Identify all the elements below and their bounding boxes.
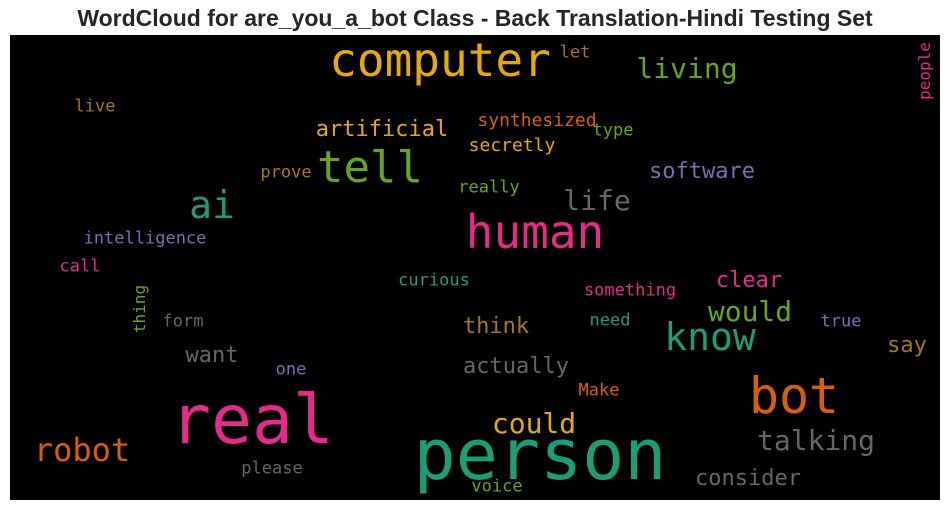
word-something: something bbox=[583, 280, 677, 301]
word-say: say bbox=[887, 333, 927, 358]
word-would: would bbox=[707, 295, 793, 328]
word-artificial: artificial bbox=[315, 117, 449, 142]
word-really: really bbox=[458, 177, 520, 198]
word-know: know bbox=[664, 315, 756, 359]
word-one: one bbox=[275, 359, 307, 380]
word-type: type bbox=[592, 120, 634, 141]
word-tell: tell bbox=[317, 142, 423, 193]
word-consider: consider bbox=[695, 466, 801, 491]
word-could: could bbox=[491, 407, 577, 440]
word-need: need bbox=[589, 310, 631, 331]
word-call: call bbox=[59, 256, 101, 277]
word-thing: thing bbox=[130, 284, 149, 334]
word-computer: computer bbox=[329, 33, 551, 87]
chart-title: WordCloud for are_you_a_bot Class - Back… bbox=[77, 5, 873, 31]
word-actually: actually bbox=[463, 354, 569, 379]
word-software: software bbox=[649, 159, 755, 184]
word-voice: voice bbox=[471, 476, 523, 497]
word-bot: bot bbox=[748, 367, 840, 425]
word-ai: ai bbox=[189, 183, 235, 227]
word-clear: clear bbox=[715, 268, 783, 293]
word-living: living bbox=[636, 52, 738, 85]
word-make: Make bbox=[578, 380, 620, 401]
word-please: please bbox=[241, 458, 303, 479]
word-form: form bbox=[162, 311, 204, 332]
word-human: human bbox=[465, 205, 605, 259]
word-people: people bbox=[915, 42, 934, 100]
word-let: let bbox=[559, 42, 591, 63]
word-curious: curious bbox=[398, 270, 470, 291]
word-want: want bbox=[185, 343, 239, 368]
word-true: true bbox=[820, 311, 862, 332]
word-robot: robot bbox=[33, 431, 131, 469]
word-life: life bbox=[563, 184, 631, 217]
word-real: real bbox=[170, 381, 334, 460]
word-prove: prove bbox=[260, 162, 312, 183]
word-talking: talking bbox=[756, 424, 876, 457]
wordcloud-canvas: person real computer human bot tell know ai robo… bbox=[10, 35, 940, 500]
word-person: person bbox=[413, 414, 667, 496]
word-synthesized: synthesized bbox=[477, 110, 597, 131]
word-think: think bbox=[462, 314, 530, 339]
word-intelligence: intelligence bbox=[83, 228, 207, 249]
word-secretly: secretly bbox=[468, 135, 556, 156]
word-live: live bbox=[74, 96, 116, 117]
